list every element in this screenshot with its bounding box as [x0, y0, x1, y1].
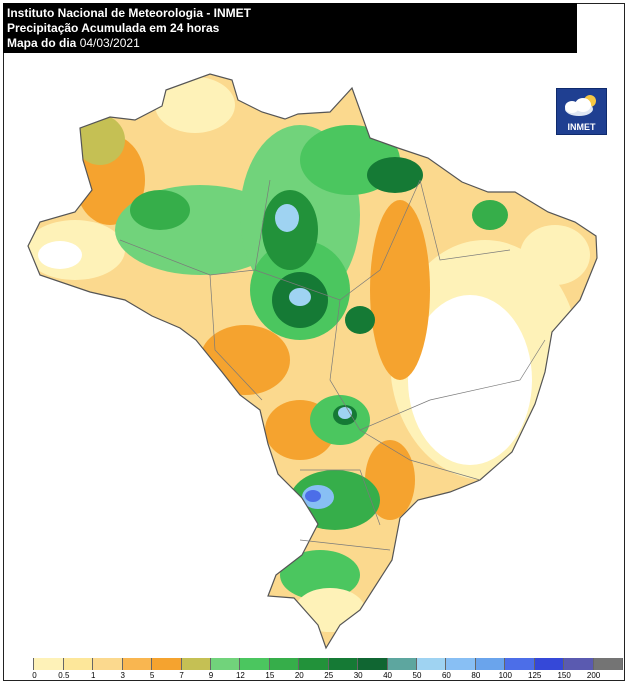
legend-tick: 80 — [471, 671, 481, 680]
legend-tick: 7 — [179, 671, 184, 680]
map-date: 04/03/2021 — [79, 36, 140, 50]
ce-green — [472, 200, 508, 230]
am-green — [130, 190, 190, 230]
nw-olive — [75, 115, 125, 165]
legend-swatch — [34, 658, 64, 670]
logo-text: INMET — [567, 122, 596, 132]
legend-tick: 200 — [586, 671, 601, 680]
legend-swatch — [152, 658, 182, 670]
ms-deep-blue — [305, 490, 321, 502]
legend-swatch — [63, 658, 94, 670]
header-date-line: Mapa do dia 04/03/2021 — [7, 36, 573, 51]
legend-tick: 0.5 — [58, 671, 70, 680]
legend-swatch — [240, 658, 270, 670]
central-orange — [370, 200, 430, 380]
legend-swatch — [5, 658, 35, 670]
legend-swatch — [534, 658, 565, 670]
map-label: Mapa do dia — [7, 36, 77, 50]
legend-swatch — [211, 658, 241, 670]
legend-swatch — [446, 658, 476, 670]
go-light-blue — [338, 407, 352, 419]
legend-swatch — [181, 658, 211, 670]
legend-tick: 5 — [149, 671, 155, 680]
rainfall-fields — [28, 74, 597, 648]
legend-swatch — [299, 658, 329, 670]
legend-tick: 1 — [91, 671, 96, 680]
legend-swatch — [93, 658, 123, 670]
legend-swatch — [328, 658, 359, 670]
legend-tick: 0 — [32, 671, 37, 680]
legend-tick: 12 — [235, 671, 245, 680]
para-light-blue — [275, 204, 299, 232]
legend-tick: 15 — [265, 671, 275, 680]
rs-south-light — [295, 588, 365, 632]
legend-swatch — [269, 658, 300, 670]
legend-tick: 25 — [324, 671, 334, 680]
legend-tick: 125 — [528, 671, 542, 680]
header-title: Instituto Nacional de Meteorologia - INM… — [7, 6, 252, 20]
roraima-light — [155, 77, 235, 133]
marajo-dark-green — [367, 157, 423, 193]
legend-swatch — [505, 658, 535, 670]
ne-coast-light — [520, 225, 590, 285]
color-legend: 0 0.5 1 3 5 7 9 12 15 20 25 30 40 50 60 80 100 125 150 200 — [5, 658, 623, 682]
mt-light-blue — [289, 288, 311, 306]
ne-no-rain — [408, 295, 532, 465]
legend-tick: 3 — [120, 671, 125, 680]
legend-swatch — [564, 658, 594, 670]
legend-swatch — [593, 658, 623, 670]
legend-tick: 40 — [383, 671, 393, 680]
map-header: Instituto Nacional de Meteorologia - INM… — [3, 3, 577, 53]
west-acre-white — [38, 241, 82, 269]
legend-swatch — [417, 658, 447, 670]
legend-tick: 30 — [353, 671, 363, 680]
cloud-sun-icon — [565, 95, 596, 116]
legend-swatch — [387, 658, 417, 670]
legend-tick: 60 — [441, 671, 451, 680]
legend-tick: 20 — [294, 671, 304, 680]
legend-tick: 150 — [557, 671, 571, 680]
inmet-logo: INMET — [556, 88, 607, 135]
legend-swatch — [475, 658, 506, 670]
rondonia-orange — [200, 325, 290, 395]
legend-tick: 50 — [412, 671, 422, 680]
rs-green — [280, 550, 360, 600]
legend-tick: 100 — [498, 671, 512, 680]
legend-swatch — [358, 658, 388, 670]
state-borders — [119, 179, 546, 551]
header-subtitle: Precipitação Acumulada em 24 horas — [7, 21, 220, 35]
to-dark-green — [345, 306, 375, 334]
legend-swatch — [122, 658, 153, 670]
legend-tick: 9 — [208, 671, 214, 680]
